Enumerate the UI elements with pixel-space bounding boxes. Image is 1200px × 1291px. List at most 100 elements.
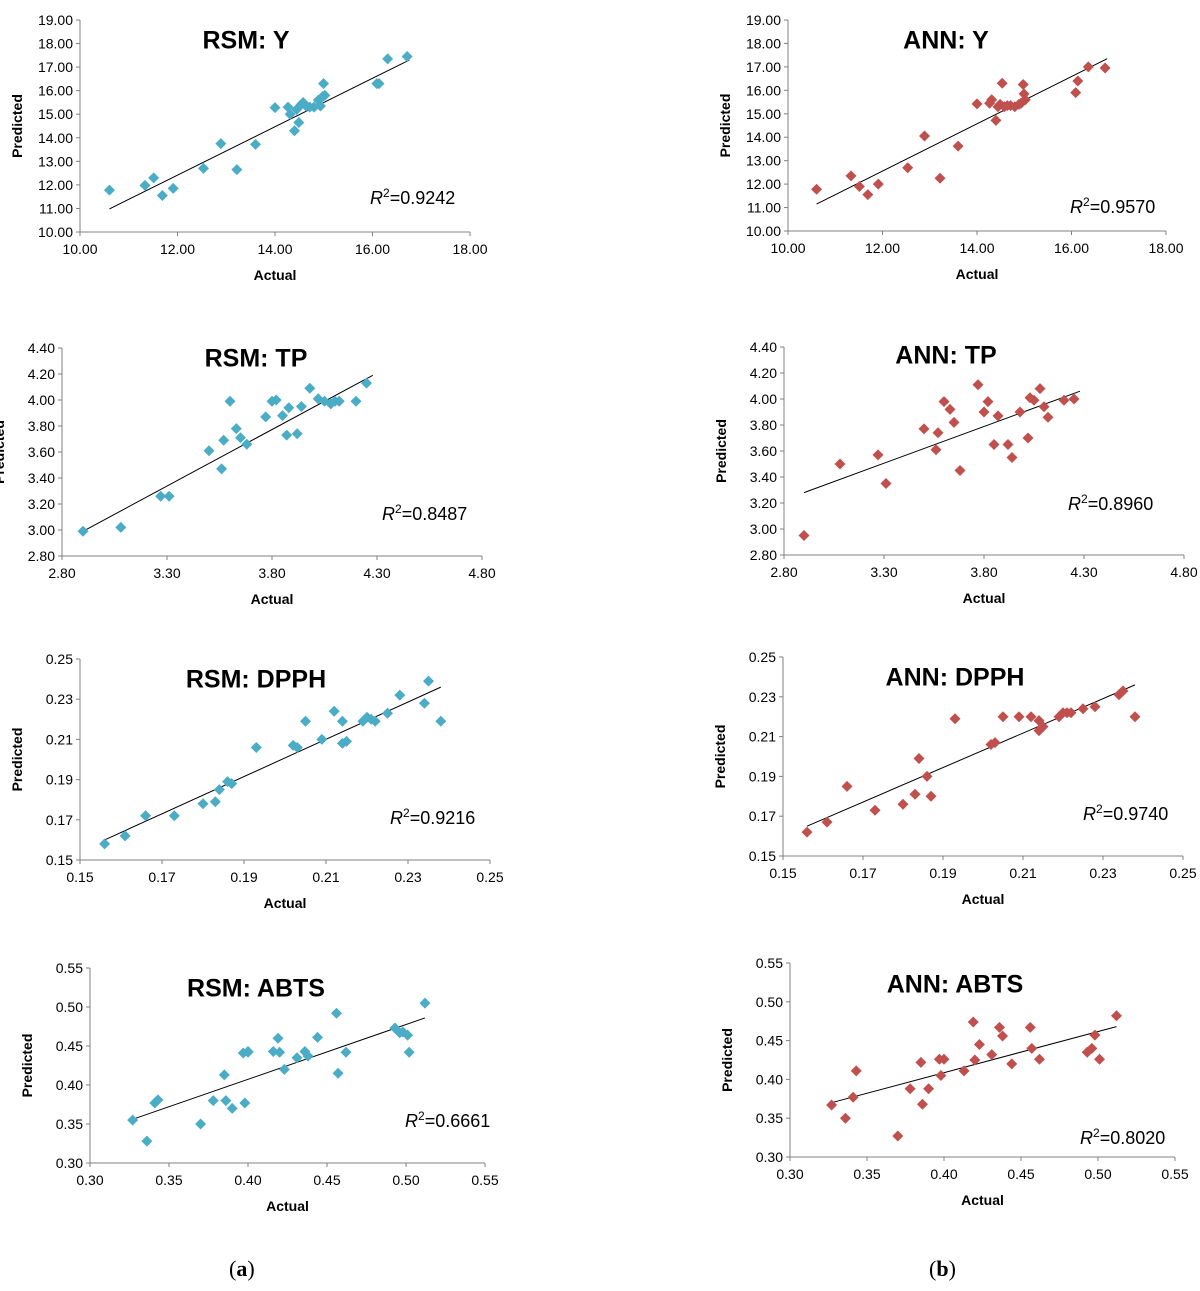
x-tick-label: 0.19 — [929, 865, 956, 881]
data-point — [934, 172, 946, 184]
chart-rsm-abts: 0.30 0.35 0.40 0.45 0.50 0.55 0.30 0.35 0.40 0.45… — [19, 960, 499, 1214]
data-point — [152, 1094, 164, 1106]
data-point — [1077, 703, 1089, 715]
data-point — [880, 478, 892, 489]
data-point — [336, 715, 348, 727]
data-point — [971, 98, 983, 110]
y-tick-label: 3.80 — [750, 417, 777, 433]
data-point — [869, 804, 881, 816]
y-axis-title: Predicted — [19, 1034, 35, 1098]
chart-rsm-tp: 2.80 3.00 3.20 3.40 3.60 3.80 4.00 4.20 4.40 2.80… — [0, 340, 496, 607]
y-tick-label: 4.20 — [750, 365, 777, 381]
r-squared-label: R2=0.9570 — [1070, 195, 1155, 217]
y-tick-label: 0.40 — [56, 1077, 83, 1093]
data-point — [801, 826, 813, 838]
data-point — [1070, 87, 1082, 99]
data-point — [952, 140, 964, 152]
x-tick-label: 0.35 — [853, 1166, 880, 1182]
data-point — [148, 172, 160, 184]
data-point — [932, 427, 944, 439]
data-point — [291, 1052, 303, 1064]
chart-title: RSM: TP — [205, 345, 308, 373]
x-tick-label: 0.45 — [1007, 1166, 1034, 1182]
y-tick-label: 16.00 — [746, 82, 781, 98]
data-point — [1082, 61, 1094, 73]
data-point — [897, 798, 909, 810]
y-tick-label: 0.30 — [56, 1155, 83, 1171]
data-point — [1002, 439, 1014, 450]
chart-rsm-y: 10.00 11.00 12.00 13.00 14.00 15.00 16.00 17.00… — [9, 12, 488, 283]
data-point — [1110, 1010, 1122, 1022]
data-point — [853, 180, 865, 192]
data-point — [423, 675, 434, 687]
data-point — [918, 423, 930, 435]
x-tick-label: 0.30 — [776, 1166, 803, 1182]
data-point — [1026, 1042, 1038, 1054]
y-tick-label: 0.50 — [56, 999, 83, 1015]
x-axis-title: Actual — [963, 590, 1006, 606]
trend-line — [803, 390, 1081, 494]
data-point — [992, 410, 1004, 422]
data-point — [209, 796, 221, 808]
r-squared-label: R2=0.9216 — [390, 806, 475, 828]
data-point — [373, 78, 385, 90]
data-point — [913, 752, 925, 764]
data-point — [954, 465, 966, 476]
data-point — [1089, 1029, 1101, 1041]
x-tick-label: 0.15 — [66, 869, 93, 885]
data-point — [872, 178, 884, 190]
y-tick-label: 14.00 — [38, 130, 73, 146]
y-tick-label: 0.21 — [749, 729, 776, 745]
data-point — [948, 416, 960, 428]
y-tick-label: 4.40 — [28, 340, 55, 356]
y-tick-label: 19.00 — [38, 12, 73, 28]
data-point — [226, 1102, 238, 1114]
x-tick-label: 0.55 — [1161, 1166, 1188, 1182]
data-point — [1037, 721, 1049, 733]
data-point — [318, 78, 330, 90]
y-axis-title: Predicted — [9, 728, 25, 792]
chart-title: ANN: DPPH — [886, 664, 1025, 692]
x-tick-label: 0.50 — [1084, 1166, 1111, 1182]
data-point — [988, 439, 1000, 450]
x-tick-label: 0.23 — [394, 869, 421, 885]
data-point — [382, 707, 393, 719]
data-point — [382, 53, 394, 65]
data-point — [293, 116, 305, 128]
data-point — [99, 838, 111, 850]
trend-line — [132, 1017, 426, 1120]
data-point — [1086, 1042, 1098, 1054]
data-point — [291, 741, 303, 753]
panel-label-a: (a) — [229, 1256, 255, 1281]
x-tick-label: 0.50 — [392, 1172, 419, 1188]
y-tick-label: 17.00 — [746, 59, 781, 75]
data-point — [1072, 75, 1084, 87]
y-tick-label: 0.45 — [756, 1033, 783, 1049]
chart-ann-abts: 0.30 0.35 0.40 0.45 0.50 0.55 0.30 0.35 0.40 0.45… — [719, 955, 1189, 1208]
x-tick-label: 12.00 — [160, 241, 195, 257]
data-point — [163, 490, 175, 502]
y-tick-label: 0.40 — [756, 1071, 783, 1087]
data-point — [826, 1099, 838, 1111]
x-axis-title: Actual — [962, 891, 1005, 907]
data-point — [986, 94, 998, 106]
data-point — [1025, 711, 1037, 723]
y-tick-label: 16.00 — [38, 83, 73, 99]
data-point — [1006, 452, 1018, 463]
y-axis-title: Predicted — [713, 419, 729, 483]
y-tick-label: 17.00 — [38, 59, 73, 75]
data-point — [241, 438, 253, 450]
chart-title: RSM: Y — [202, 27, 289, 55]
data-point — [270, 394, 282, 406]
chart-ann-y: 10.00 11.00 12.00 13.00 14.00 15.00 16.00 17.00… — [717, 12, 1184, 282]
y-tick-label: 0.55 — [756, 955, 783, 971]
chart-title: ANN: TP — [895, 342, 996, 370]
x-tick-label: 0.30 — [76, 1172, 103, 1188]
y-tick-label: 15.00 — [746, 106, 781, 122]
data-point — [127, 1114, 139, 1126]
y-tick-label: 12.00 — [746, 176, 781, 192]
x-axis-title: Actual — [254, 267, 297, 283]
y-tick-label: 0.25 — [749, 649, 776, 665]
data-point — [990, 114, 1002, 126]
